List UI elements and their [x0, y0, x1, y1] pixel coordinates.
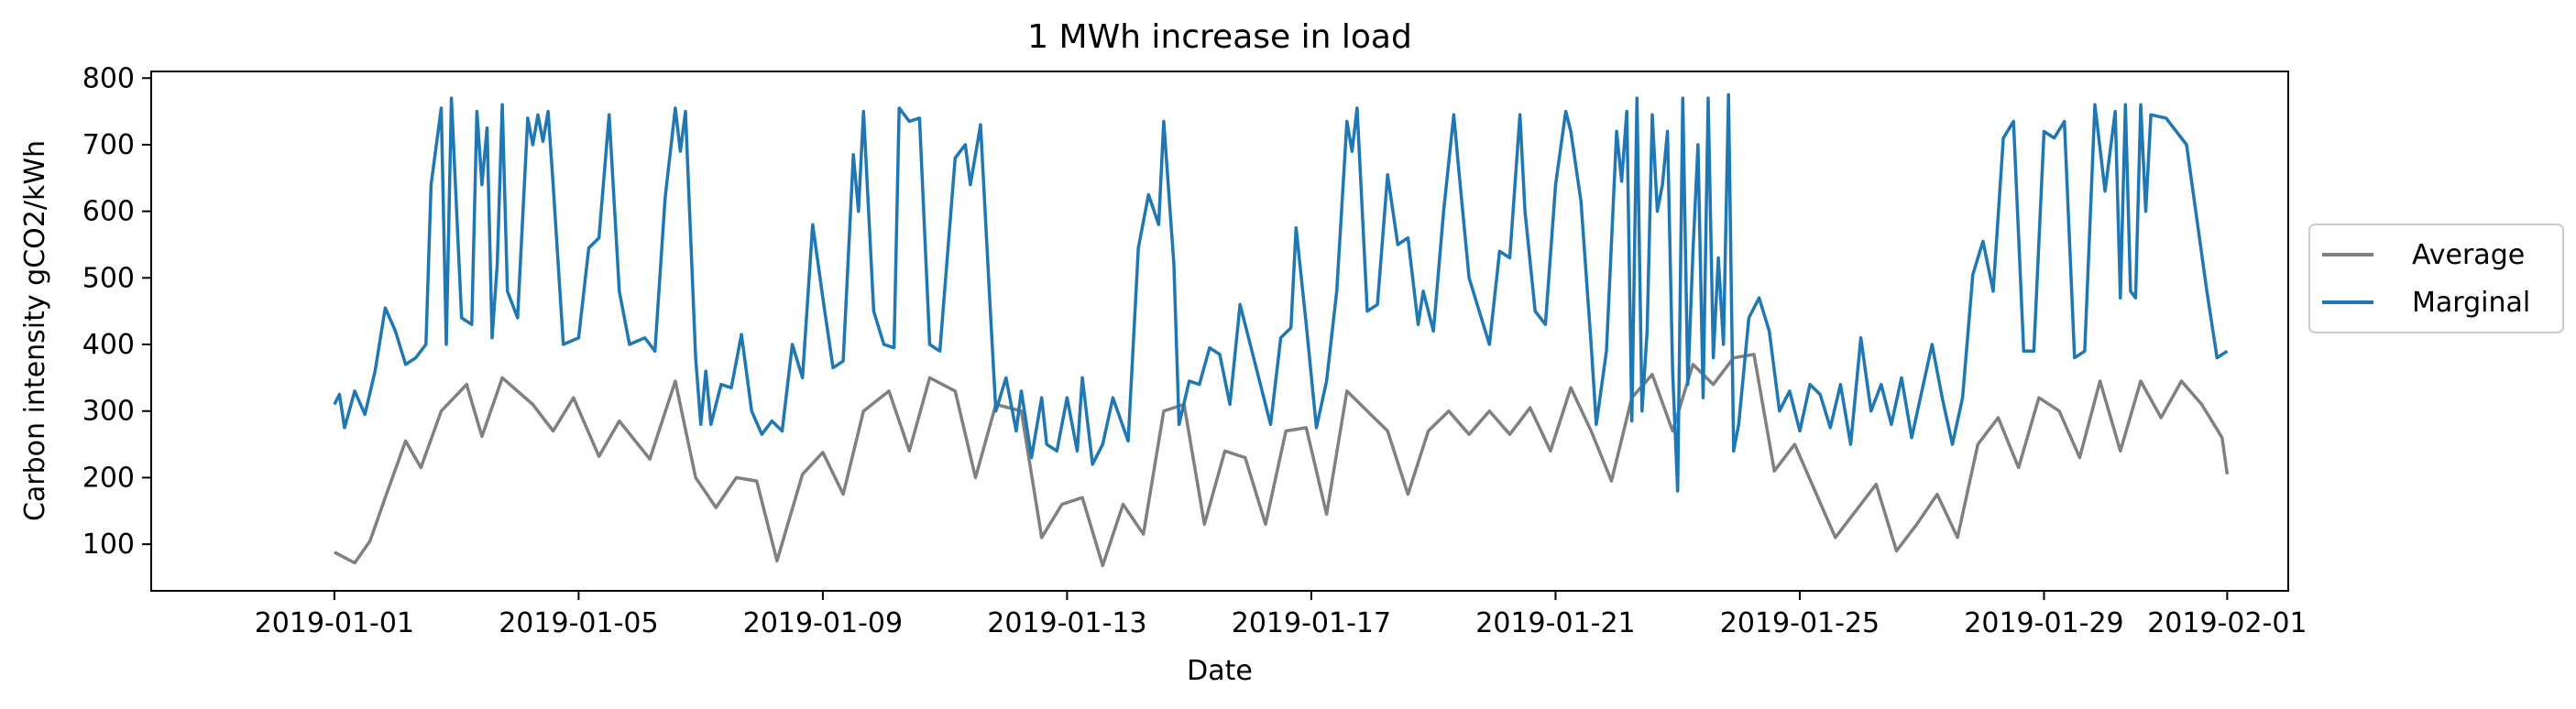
y-tick-label: 800 — [82, 62, 135, 94]
x-tick-label: 2019-01-13 — [987, 607, 1146, 639]
legend: Average Marginal — [2308, 224, 2564, 333]
x-tick-label: 2019-01-17 — [1232, 607, 1391, 639]
y-tick-label: 100 — [82, 529, 135, 561]
y-tick-label: 300 — [82, 396, 135, 428]
plot-frame — [150, 71, 2289, 592]
legend-box — [2308, 224, 2564, 333]
y-tick-label: 700 — [82, 129, 135, 161]
x-tick-label: 2019-01-09 — [743, 607, 903, 639]
legend-label-average: Average — [2412, 239, 2525, 271]
y-axis-label: Carbon intensity gCO2/kWh — [19, 140, 51, 521]
x-axis: 2019-01-01 2019-01-05 2019-01-09 2019-01-13… — [255, 591, 2307, 639]
y-tick-label: 200 — [82, 462, 135, 494]
x-tick-label: 2019-01-01 — [255, 607, 414, 639]
y-tick-label: 400 — [82, 329, 135, 361]
y-tick-label: 500 — [82, 262, 135, 294]
x-tick-label: 2019-01-29 — [1964, 607, 2123, 639]
series-line-average — [334, 353, 2230, 568]
x-tick-label: 2019-01-05 — [499, 607, 658, 639]
legend-label-marginal: Marginal — [2412, 287, 2530, 319]
chart-title: 1 MWh increase in load — [1027, 18, 1412, 56]
y-axis: 100 200 300 400 500 600 700 800 — [82, 62, 151, 561]
series-line-marginal — [333, 93, 2229, 493]
y-tick-label: 600 — [82, 196, 135, 228]
x-tick-label: 2019-01-25 — [1720, 607, 1880, 639]
plot-area — [333, 93, 2230, 568]
x-tick-label: 2019-02-01 — [2147, 607, 2307, 639]
x-axis-label: Date — [1187, 655, 1253, 687]
x-tick-label: 2019-01-21 — [1475, 607, 1635, 639]
